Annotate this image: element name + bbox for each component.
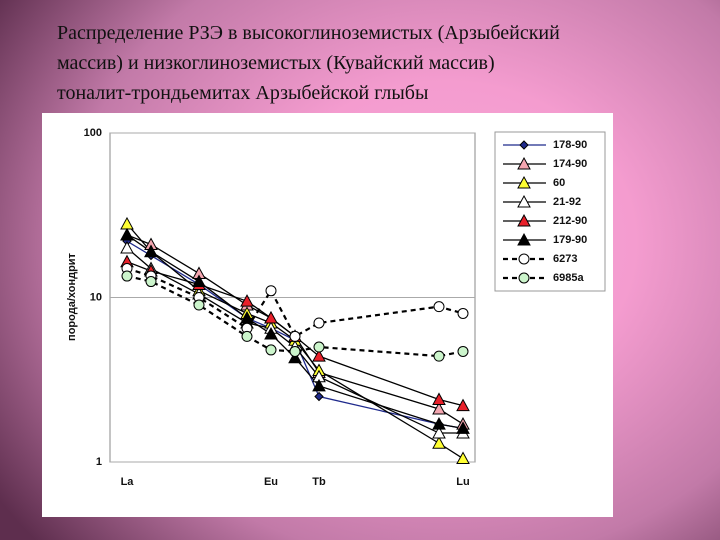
y-tick-label: 10 xyxy=(90,291,102,303)
legend-label: 60 xyxy=(553,177,565,189)
data-point xyxy=(240,294,254,307)
legend-marker xyxy=(517,232,531,246)
legend-label: 179-90 xyxy=(553,234,587,246)
legend-label: 21-92 xyxy=(553,196,581,208)
data-point xyxy=(432,417,446,430)
legend-label: 6273 xyxy=(553,253,577,265)
legend-label: 6985a xyxy=(553,272,584,284)
x-tick-label: La xyxy=(121,476,135,488)
legend-marker xyxy=(517,194,531,208)
data-point xyxy=(457,307,469,319)
data-point xyxy=(120,240,134,254)
slide-title: Распределение РЗЭ в высокоглиноземистых … xyxy=(57,18,560,108)
data-point xyxy=(313,341,325,353)
data-point xyxy=(264,311,278,324)
legend-marker xyxy=(517,156,531,170)
data-point xyxy=(289,345,301,357)
data-point xyxy=(457,345,469,357)
data-point xyxy=(289,330,301,342)
legend-marker xyxy=(518,272,530,284)
title-line: тоналит-трондьемитах Арзыбейской глыбы xyxy=(57,82,429,104)
data-point xyxy=(312,349,326,362)
legend-box xyxy=(494,131,606,292)
data-point xyxy=(432,401,446,415)
data-point xyxy=(456,398,470,412)
data-point xyxy=(288,350,302,364)
legend-label: 174-90 xyxy=(553,158,587,170)
data-point xyxy=(145,276,157,288)
data-point xyxy=(456,451,470,465)
legend-marker xyxy=(519,140,529,150)
data-point xyxy=(192,274,206,288)
legend-label: 212-90 xyxy=(553,215,587,227)
data-point xyxy=(144,244,158,258)
data-point xyxy=(265,285,277,297)
x-tick-label: Lu xyxy=(456,476,469,488)
data-point xyxy=(456,421,470,434)
data-point xyxy=(432,392,446,405)
data-point xyxy=(265,344,277,356)
data-point xyxy=(264,326,278,340)
x-tick-label: Eu xyxy=(264,476,278,488)
y-axis-label: порода/хондрит xyxy=(66,252,78,340)
data-point xyxy=(193,299,205,311)
legend-marker xyxy=(517,175,531,189)
title-line: Распределение РЗЭ в высокоглиноземистых … xyxy=(57,22,560,44)
legend-marker xyxy=(518,253,530,265)
y-tick-label: 1 xyxy=(96,456,102,468)
title-line: массив) и низкоглиноземистых (Кувайский … xyxy=(57,52,495,74)
data-point xyxy=(120,227,134,241)
data-point xyxy=(432,436,446,449)
data-point xyxy=(312,378,326,392)
data-point xyxy=(314,391,324,402)
data-point xyxy=(313,317,325,329)
legend-marker xyxy=(517,213,531,227)
data-point xyxy=(121,270,133,282)
data-point xyxy=(432,425,446,439)
data-point xyxy=(433,301,445,313)
data-point xyxy=(241,330,253,342)
x-tick-label: Tb xyxy=(312,476,326,488)
data-point xyxy=(433,350,445,362)
legend-label: 178-90 xyxy=(553,139,587,151)
y-tick-label: 100 xyxy=(84,127,102,139)
